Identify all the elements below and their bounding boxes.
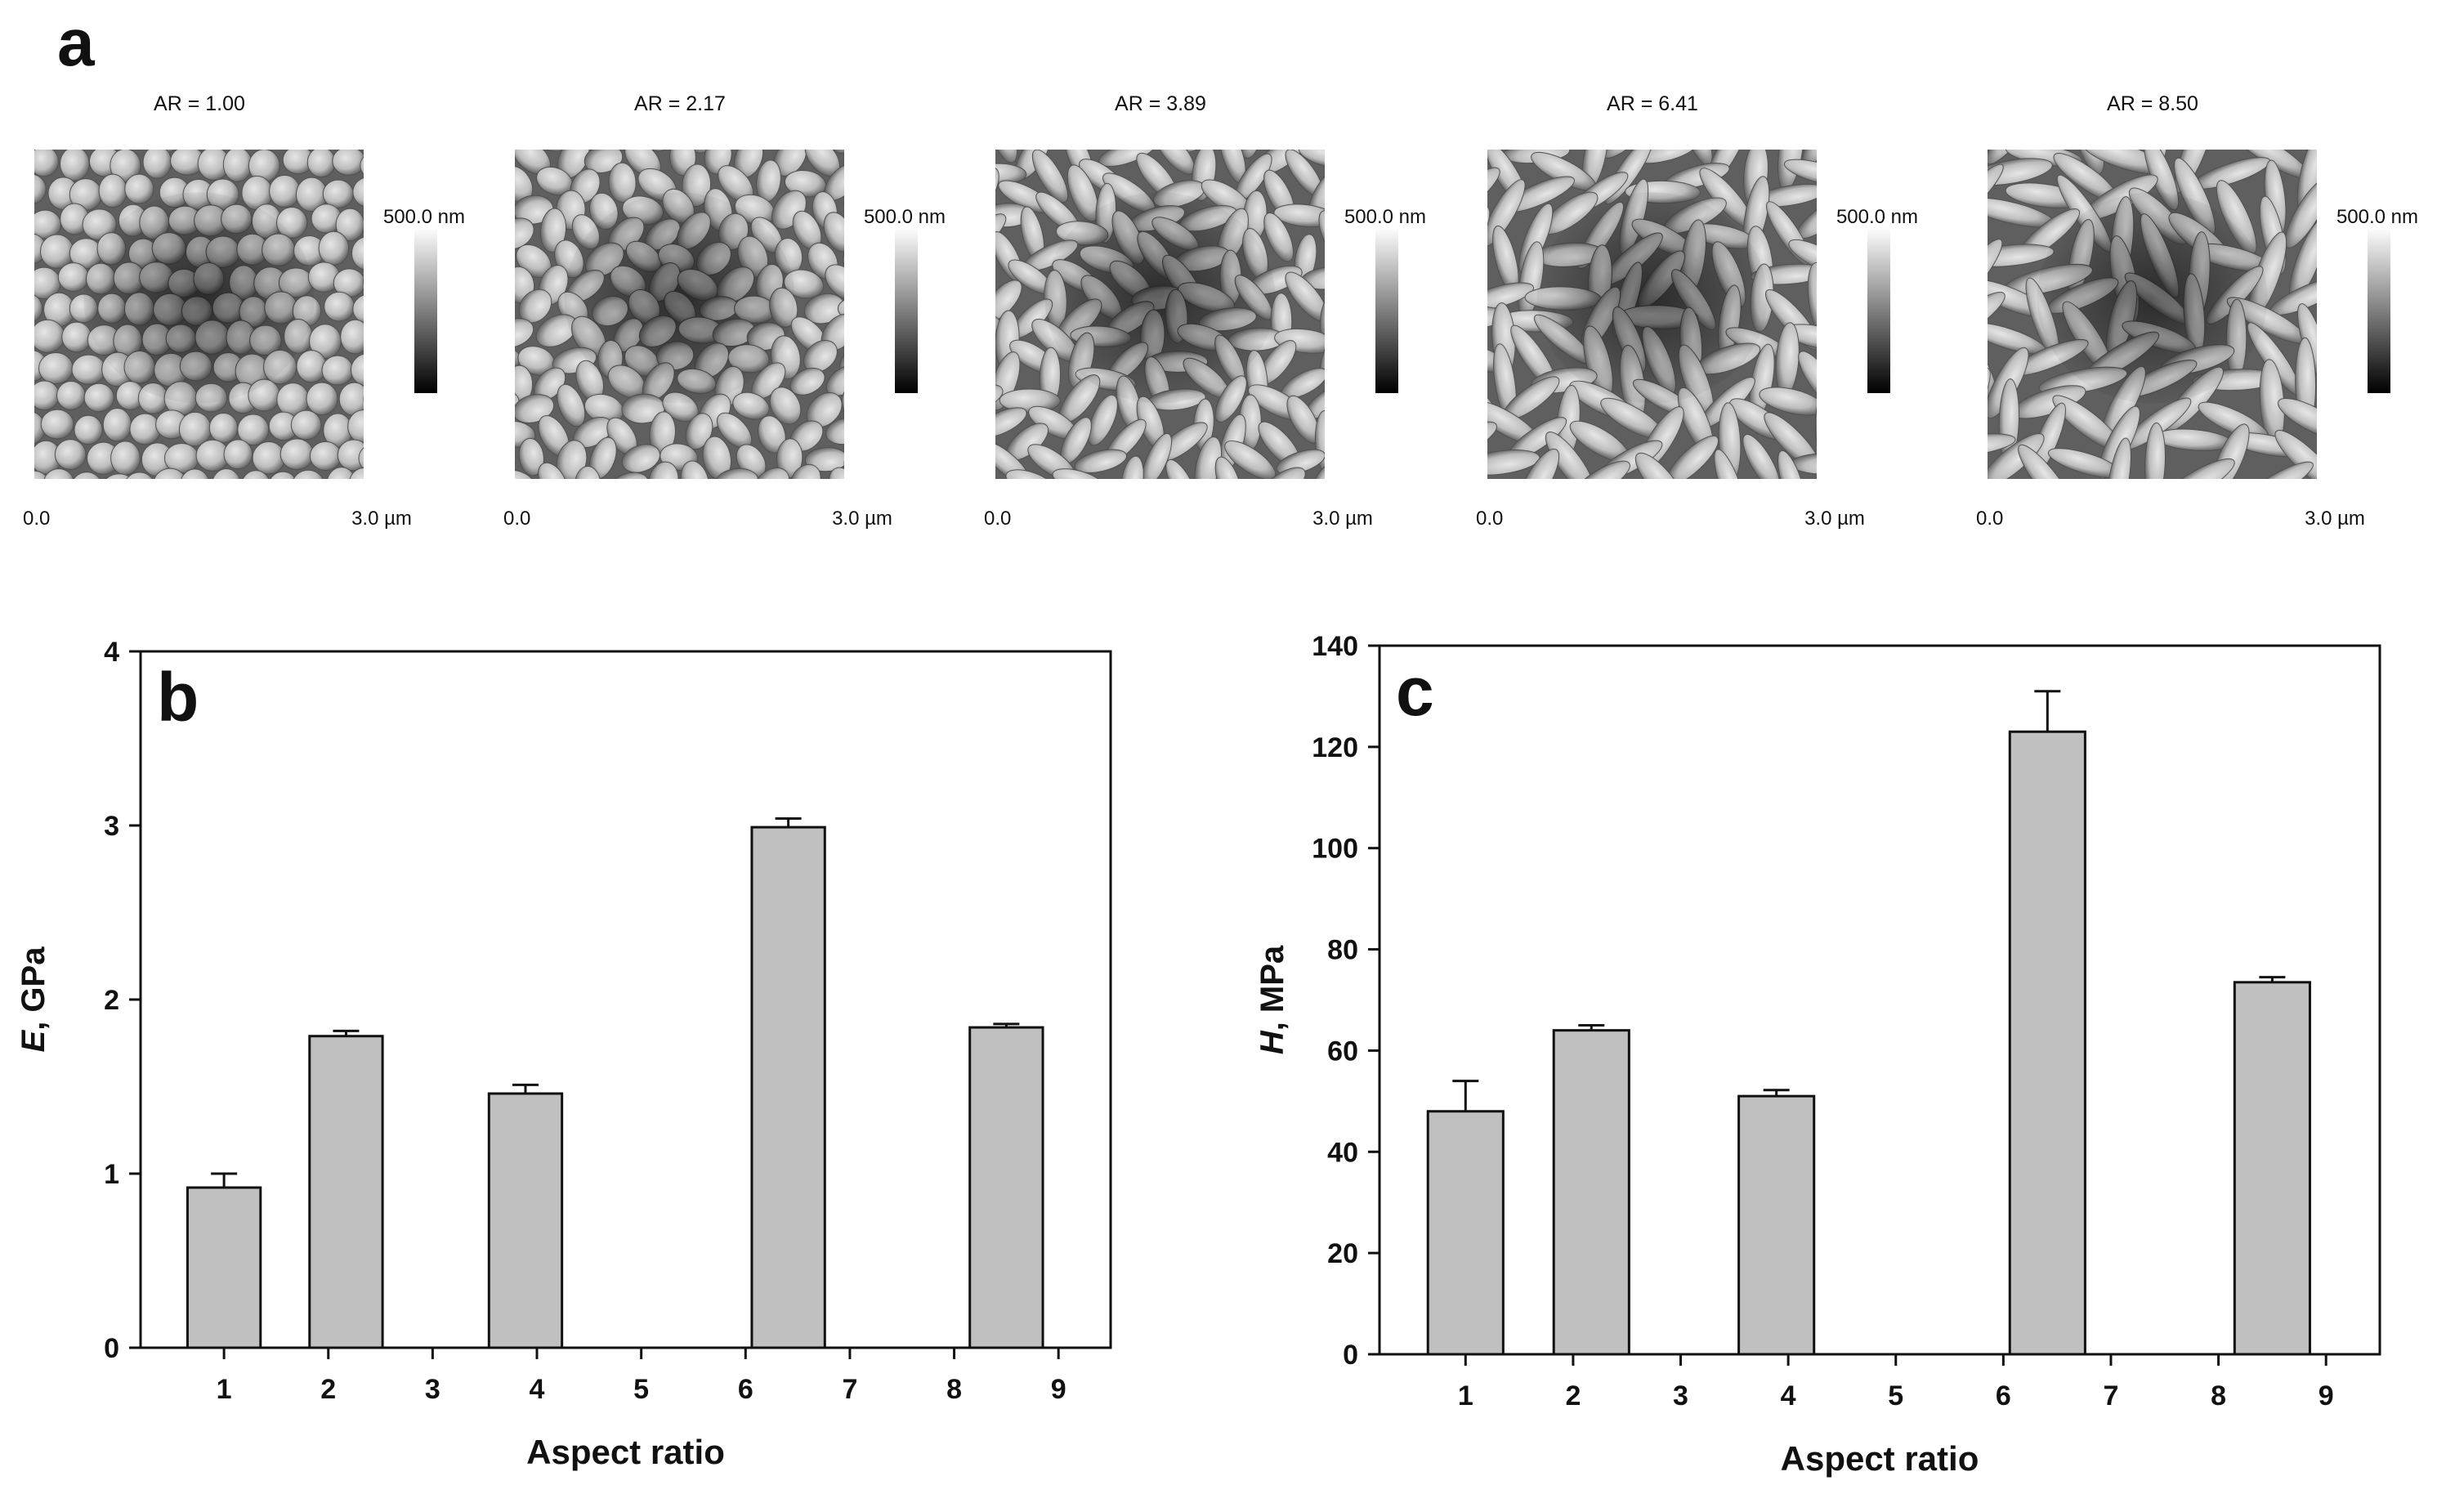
afm-height-map [1487, 150, 1817, 479]
plot-frame [1378, 644, 2381, 1356]
x-tick-label: 5 [633, 1374, 649, 1405]
height-scale-bar [1375, 227, 1398, 393]
plot-frame [139, 650, 1112, 1349]
axis-start-label: 0.0 [1476, 508, 1503, 530]
x-tick-label: 8 [2211, 1380, 2226, 1411]
x-tick-label: 6 [738, 1374, 753, 1405]
height-scale-label: 500.0 nm [2336, 206, 2418, 228]
afm-image-4: AR = 6.41 500.0 nm 0.0 3.0 µm [1476, 92, 1918, 530]
afm-image-3: AR = 3.89 500.0 nm 0.0 3.0 µm [984, 92, 1426, 530]
x-tick-label: 8 [946, 1374, 962, 1405]
panel-a-letter: a [57, 6, 96, 80]
bar [308, 1035, 384, 1349]
afm-image-title: AR = 3.89 [1115, 92, 1206, 115]
afm-image-title: AR = 6.41 [1607, 92, 1698, 115]
y-tick-label: 0 [104, 1333, 119, 1364]
axis-end-label: 3.0 µm [1312, 508, 1373, 530]
panel-b-modulus-chart: b 0 1 2 3 4 1 2 3 4 5 6 7 8 9 Aspect ratio E, GPa [16, 637, 1112, 1471]
afm-image-title: AR = 1.00 [154, 92, 245, 115]
height-scale-label: 500.0 nm [864, 206, 946, 228]
bar [968, 1026, 1044, 1349]
x-axis-label: Aspect ratio [1781, 1439, 1979, 1478]
height-scale-bar [2368, 227, 2390, 393]
axis-start-label: 0.0 [503, 508, 530, 530]
x-tick-label: 2 [320, 1374, 336, 1405]
y-tick-label: 4 [104, 637, 119, 668]
bar [2233, 981, 2311, 1356]
height-scale-label: 500.0 nm [1836, 206, 1918, 228]
axis-start-label: 0.0 [23, 508, 50, 530]
y-axis-label: E, GPa [16, 946, 51, 1053]
bar [1426, 1110, 1505, 1356]
axis-start-label: 0.0 [1976, 508, 2003, 530]
x-tick-label: 7 [842, 1374, 857, 1405]
x-tick-label: 2 [1565, 1380, 1581, 1411]
height-scale-label: 500.0 nm [383, 206, 465, 228]
y-tick-label: 20 [1327, 1238, 1358, 1269]
afm-image-2: AR = 2.17 500.0 nm 0.0 3.0 µm [503, 92, 946, 530]
x-tick-label: 4 [530, 1374, 545, 1405]
x-tick-label: 7 [2104, 1380, 2119, 1411]
bar [1737, 1094, 1816, 1356]
y-tick-label: 120 [1312, 732, 1358, 763]
panel-letter: c [1396, 653, 1434, 730]
afm-height-map [515, 150, 844, 479]
height-scale-label: 500.0 nm [1344, 206, 1426, 228]
afm-image-title: AR = 2.17 [634, 92, 726, 115]
bar [2008, 730, 2086, 1356]
axis-start-label: 0.0 [984, 508, 1011, 530]
axis-end-label: 3.0 µm [2305, 508, 2365, 530]
y-tick-label: 0 [1343, 1340, 1358, 1371]
x-tick-label: 1 [1458, 1380, 1473, 1411]
x-tick-label: 9 [1051, 1374, 1066, 1405]
height-scale-bar [1867, 227, 1890, 393]
afm-image-title: AR = 8.50 [2107, 92, 2198, 115]
panel-letter: b [157, 659, 199, 736]
bar [750, 825, 826, 1349]
afm-image-5: AR = 8.50 500.0 nm 0.0 3.0 µm [1976, 92, 2418, 530]
x-tick-label: 5 [1888, 1380, 1903, 1411]
axis-end-label: 3.0 µm [832, 508, 892, 530]
panel-c-hardness-chart: c 0 20 40 60 80 100 120 140 1 2 3 4 5 6 7 8 9 Aspect ratio… [1254, 631, 2381, 1478]
y-tick-label: 3 [104, 811, 119, 842]
afm-height-map [34, 150, 364, 479]
height-scale-bar [414, 227, 437, 393]
y-tick-label: 40 [1327, 1137, 1358, 1168]
afm-height-map [1988, 150, 2317, 479]
x-tick-label: 3 [1673, 1380, 1688, 1411]
y-tick-label: 60 [1327, 1036, 1358, 1067]
afm-image-1: AR = 1.00 500.0 nm 0.0 3.0 µm [23, 92, 465, 530]
y-tick-label: 2 [104, 985, 119, 1016]
x-tick-label: 1 [217, 1374, 232, 1405]
x-tick-label: 4 [1781, 1380, 1796, 1411]
x-axis-label: Aspect ratio [526, 1433, 725, 1471]
axis-end-label: 3.0 µm [1804, 508, 1865, 530]
y-axis-label: H, MPa [1254, 945, 1290, 1054]
x-tick-label: 6 [1996, 1380, 2011, 1411]
bar [487, 1092, 564, 1349]
y-tick-label: 1 [104, 1159, 119, 1190]
y-tick-label: 140 [1312, 631, 1358, 662]
bar [1552, 1029, 1630, 1356]
afm-height-map [995, 150, 1325, 479]
panel-a-afm-images: a AR = 1.00 500.0 nm 0.0 3.0 µm AR = 2.17 500… [23, 6, 2418, 530]
axis-end-label: 3.0 µm [351, 508, 412, 530]
height-scale-bar [895, 227, 918, 393]
y-tick-label: 100 [1312, 834, 1358, 865]
x-tick-label: 9 [2319, 1380, 2334, 1411]
y-tick-label: 80 [1327, 935, 1358, 966]
bar [186, 1186, 262, 1349]
x-tick-label: 3 [425, 1374, 440, 1405]
